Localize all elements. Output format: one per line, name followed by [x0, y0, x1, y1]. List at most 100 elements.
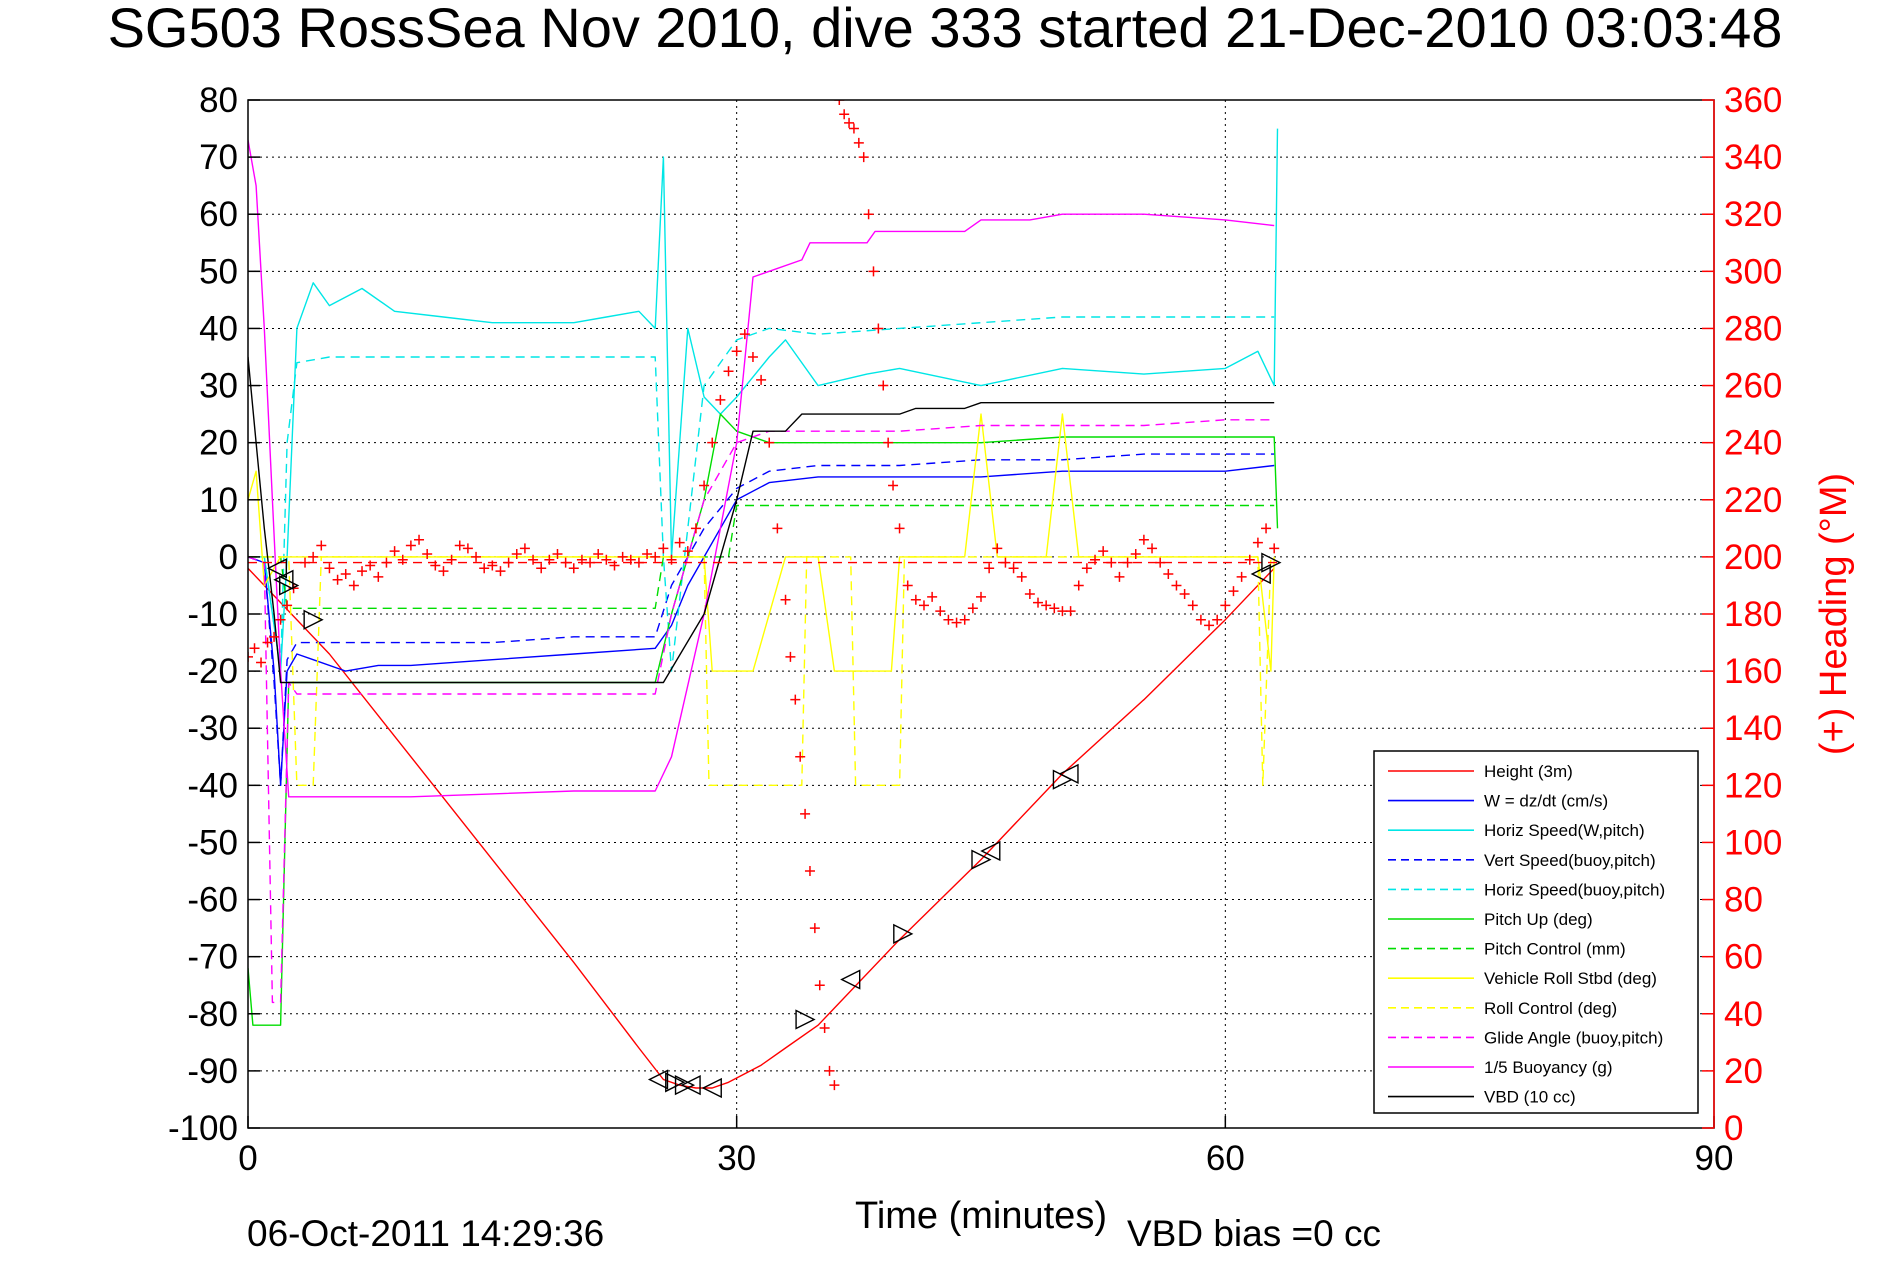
triangle-marker — [279, 575, 300, 596]
heading-point — [844, 117, 855, 128]
heading-point — [422, 549, 433, 560]
heading-point — [666, 554, 677, 565]
triangle-marker — [1261, 552, 1282, 573]
y-tick-label: -80 — [187, 995, 238, 1034]
legend-label-7: Pitch Control (mm) — [1484, 940, 1626, 959]
heading-point — [858, 152, 869, 163]
triangle-marker — [701, 1077, 722, 1099]
heading-point — [576, 554, 587, 565]
heading-point — [878, 380, 889, 391]
y-tick-label: -60 — [187, 881, 238, 920]
heading-point — [389, 546, 400, 557]
x-tick-label: 0 — [238, 1139, 257, 1178]
triangle-marker — [893, 923, 914, 944]
heading-point — [658, 543, 669, 554]
heading-point — [519, 543, 530, 554]
footer-timestamp: 06-Oct-2011 14:29:36 — [247, 1213, 604, 1254]
heading-point — [1122, 557, 1133, 568]
series-line-4 — [248, 453, 1275, 786]
heading-point — [446, 554, 457, 565]
heading-point — [430, 560, 441, 571]
heading-point — [479, 563, 490, 574]
heading-point — [690, 523, 701, 534]
heading-point — [1130, 549, 1141, 560]
heading-point — [528, 554, 539, 565]
heading-point — [1163, 569, 1174, 580]
heading-point — [1016, 571, 1027, 582]
heading-point — [883, 437, 894, 448]
heading-point — [888, 480, 899, 491]
series-line-2 — [248, 464, 1275, 786]
heading-point — [275, 614, 286, 625]
triangle-marker — [273, 569, 294, 590]
heading-point — [1138, 534, 1149, 545]
triangle-marker — [980, 840, 1001, 862]
series-line-11 — [248, 139, 1275, 798]
heading-point — [1236, 571, 1247, 582]
heading-point — [1261, 523, 1272, 534]
heading-point — [348, 580, 359, 591]
heading-point — [1171, 580, 1182, 591]
heading-point — [848, 123, 859, 134]
y2-tick-label: 20 — [1724, 1052, 1763, 1091]
heading-point — [976, 591, 986, 602]
heading-point — [1106, 557, 1117, 568]
heading-point — [340, 569, 351, 580]
y2-tick-label: 280 — [1724, 309, 1782, 348]
heading-point — [1090, 554, 1101, 565]
legend-label-12: VBD (10 cc) — [1484, 1088, 1576, 1107]
heading-point — [800, 808, 811, 819]
y-tick-label: -50 — [187, 823, 238, 862]
heading-point — [785, 651, 796, 662]
heading-point — [1073, 580, 1084, 591]
y2-tick-label: 40 — [1724, 995, 1763, 1034]
heading-point — [544, 554, 555, 565]
heading-point — [935, 606, 946, 617]
heading-point — [454, 540, 465, 551]
y-tick-label: -90 — [187, 1052, 238, 1091]
series-line-9 — [248, 556, 1275, 786]
heading-point — [756, 374, 767, 385]
y2-tick-label: 220 — [1724, 481, 1782, 520]
triangle-marker — [674, 1075, 696, 1096]
triangle-marker — [840, 969, 861, 990]
heading-point — [1147, 543, 1158, 554]
heading-point — [609, 560, 620, 571]
y2-tick-label: 300 — [1724, 252, 1782, 291]
y-tick-label: 40 — [199, 309, 238, 348]
y-tick-label: -10 — [187, 595, 238, 634]
series-group — [248, 128, 1283, 1089]
heading-point — [332, 574, 343, 585]
heading-point — [249, 643, 260, 654]
y-tick-label: -40 — [187, 766, 238, 805]
triangle-marker — [303, 609, 324, 630]
heading-point — [951, 617, 962, 628]
heading-point — [248, 651, 253, 662]
heading-point — [943, 614, 954, 625]
heading-point — [568, 563, 579, 574]
series-line-7 — [248, 504, 1275, 609]
heading-point — [256, 657, 267, 668]
y2-tick-label: 100 — [1724, 823, 1782, 862]
y2-tick-label: 200 — [1724, 538, 1782, 577]
y2-tick-label: 340 — [1724, 138, 1782, 177]
heading-point — [552, 549, 563, 560]
heading-point — [300, 557, 311, 568]
heading-point — [814, 980, 825, 991]
axes-ticks: 80706050403020100-10-20-30-40-50-60-70-8… — [168, 81, 1782, 1178]
heading-point — [1000, 557, 1011, 568]
triangle-markers — [266, 552, 1282, 1099]
right-axis-label: (+) Heading (°M) — [1813, 473, 1855, 755]
legend-label-10: Glide Angle (buoy,pitch) — [1484, 1028, 1663, 1047]
y2-tick-label: 180 — [1724, 595, 1782, 634]
heading-point — [959, 614, 970, 625]
series-line-3 — [248, 128, 1279, 672]
heading-point — [868, 266, 879, 277]
y-tick-label: 60 — [199, 195, 238, 234]
y-tick-label: 0 — [219, 538, 238, 577]
heading-point — [503, 557, 514, 568]
heading-point — [487, 560, 498, 571]
y-tick-label: 20 — [199, 424, 238, 463]
y-tick-label: -100 — [168, 1109, 238, 1148]
